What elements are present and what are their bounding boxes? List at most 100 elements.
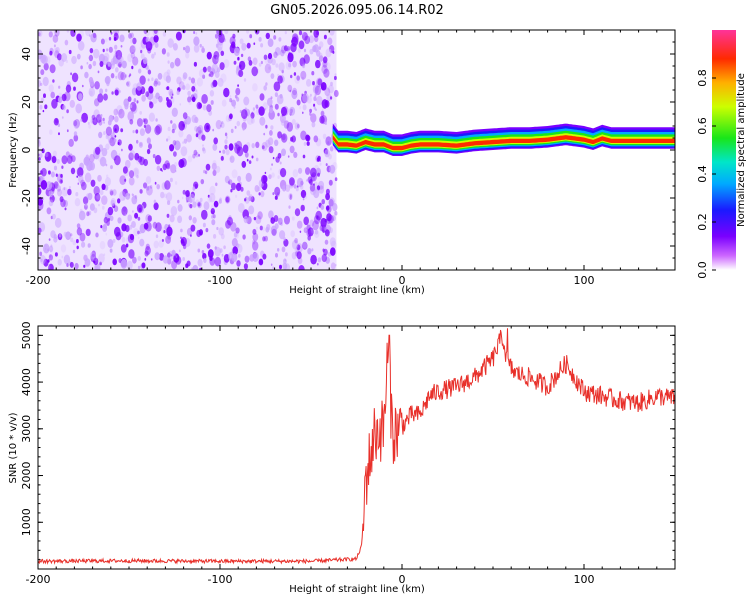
noise-speckle [296,251,302,260]
noise-speckle [107,239,114,248]
noise-speckle [295,186,299,192]
snr-y-ticks: 1000 2000 3000 4000 5000 [20,321,675,536]
noise-speckle [236,97,240,102]
noise-speckle [128,75,131,78]
noise-speckle [139,45,144,52]
noise-speckle [246,115,254,125]
noise-speckle [95,232,99,238]
noise-speckle [209,90,215,97]
noise-speckle [110,199,115,207]
noise-speckle [49,50,53,56]
noise-speckle [145,91,150,98]
noise-speckle [49,245,54,253]
noise-speckle [76,245,79,250]
noise-speckle [182,72,188,80]
noise-speckle [330,240,337,250]
noise-speckle [289,106,296,116]
noise-speckle [197,248,201,253]
noise-speckle [199,267,202,270]
noise-speckle [265,226,270,233]
noise-speckle [277,112,280,117]
noise-speckle [215,182,218,187]
noise-speckle [322,56,328,64]
noise-speckle [265,139,271,148]
noise-speckle [93,207,98,214]
colorbar-ticks: 0.0 0.2 0.4 0.6 0.8 [696,69,716,279]
noise-speckle [129,150,136,159]
spectrogram-x-tick-label: -200 [26,274,51,287]
noise-speckle [257,211,263,220]
noise-speckle [252,57,258,66]
noise-speckle [267,38,274,47]
noise-speckle [55,46,60,54]
noise-speckle [57,188,62,197]
noise-speckle [97,93,104,103]
noise-speckle [39,104,43,110]
noise-speckle [118,108,125,119]
noise-speckle [332,203,338,212]
noise-speckle [45,152,49,158]
noise-speckle [170,206,178,216]
noise-speckle [155,92,160,100]
noise-speckle [272,156,275,160]
colorbar-label: Normalized spectral amplitude [736,73,747,227]
noise-speckle [279,94,283,99]
noise-speckle [296,75,301,81]
noise-speckle [212,128,215,132]
noise-speckle [314,35,319,43]
noise-speckle [313,181,318,188]
noise-speckle [213,51,220,60]
noise-speckle [69,261,74,268]
noise-speckle [274,92,278,97]
noise-speckle [130,44,137,54]
noise-speckle [112,62,114,66]
noise-speckle [172,43,178,51]
noise-speckle [58,233,62,238]
noise-speckle [133,47,136,50]
noise-speckle [75,169,79,174]
noise-speckle [192,217,197,224]
noise-speckle [112,258,117,266]
noise-speckle [324,61,331,72]
noise-speckle [76,167,84,177]
noise-speckle [86,61,89,65]
noise-speckle [234,94,238,99]
noise-speckle [323,68,330,78]
noise-speckle [286,122,293,132]
noise-speckle [116,105,123,115]
noise-speckle [328,197,336,208]
noise-speckle [182,85,186,90]
noise-speckle [314,93,317,97]
noise-speckle [328,227,333,234]
noise-speckle [189,193,195,203]
noise-speckle [54,217,62,228]
noise-speckle [189,204,193,209]
noise-speckle [81,112,88,123]
noise-speckle [198,69,205,78]
noise-speckle [185,83,190,91]
noise-speckle [124,178,127,182]
noise-speckle [177,215,183,224]
noise-speckle [165,162,171,170]
noise-speckle [202,66,207,73]
noise-speckle [61,93,67,102]
noise-speckle [117,71,124,81]
noise-speckle [193,82,197,87]
noise-speckle [182,124,185,128]
noise-speckle [114,89,119,96]
noise-speckle [132,56,139,66]
noise-speckle [202,104,207,111]
noise-speckle [333,89,339,98]
noise-speckle [61,116,64,119]
noise-speckle [260,190,265,198]
noise-speckle [205,163,211,171]
noise-speckle [112,189,117,196]
noise-speckle [175,255,178,258]
noise-speckle [150,258,153,261]
noise-speckle [315,210,323,221]
noise-speckle [325,48,332,58]
noise-speckle [238,181,242,188]
noise-speckle [153,202,159,211]
noise-speckle [92,114,98,123]
noise-speckle [187,90,191,97]
